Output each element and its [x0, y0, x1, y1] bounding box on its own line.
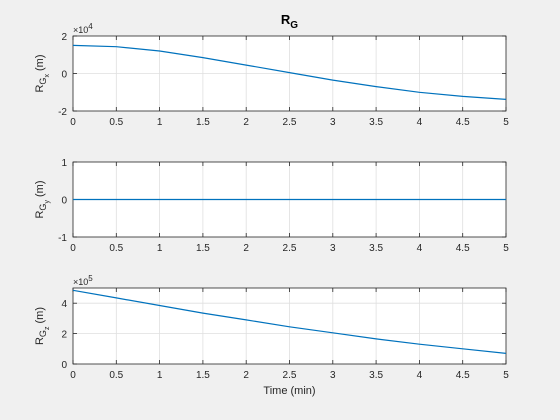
x-tick-label: 2.5	[283, 117, 297, 128]
y-tick-label: 1	[61, 158, 67, 169]
x-tick-label: 1.5	[196, 370, 210, 381]
series-line	[72, 44, 507, 100]
y-axis-label-subsub: x	[44, 74, 51, 78]
x-tick-label: 2	[243, 243, 249, 254]
x-tick-label: 3.5	[369, 243, 383, 254]
series-line	[72, 289, 507, 354]
x-tick-label: 1.5	[196, 243, 210, 254]
x-tick-label: 5	[503, 243, 509, 254]
y-axis-label-main: R	[34, 85, 46, 93]
x-tick-label: 4	[417, 243, 423, 254]
x-tick-label: 0.5	[109, 370, 123, 381]
chart-title-main: R	[281, 12, 291, 27]
x-tick-label: 1	[157, 243, 163, 254]
x-tick-label: 2	[243, 370, 249, 381]
axis-exponent-power: 4	[88, 22, 93, 31]
x-tick-label: 5	[503, 370, 509, 381]
y-axis-label-unit: (m)	[34, 54, 46, 74]
x-tick-label: 2.5	[283, 243, 297, 254]
y-axis-label: RGz (m)	[34, 307, 51, 345]
y-axis-label: RGx (m)	[34, 54, 51, 92]
x-tick-label: 0.5	[109, 117, 123, 128]
x-tick-label: 3	[330, 117, 336, 128]
x-tick-label: 1	[157, 117, 163, 128]
y-tick-label: 2	[61, 330, 67, 341]
y-axis-label-subsub: y	[44, 200, 51, 204]
y-axis-label-unit: (m)	[34, 307, 46, 327]
y-axis-label-main: R	[34, 211, 46, 219]
x-tick-label: 0	[70, 243, 76, 254]
x-tick-label: 4.5	[456, 117, 470, 128]
y-tick-label: -2	[58, 107, 67, 118]
x-tick-label: 0	[70, 370, 76, 381]
y-axis-label-sub: G	[38, 78, 48, 85]
y-axis-label-sub: G	[38, 204, 48, 211]
axis-exponent-label: ×104	[73, 22, 93, 35]
y-axis-label-sub: G	[38, 330, 48, 337]
x-tick-label: 3.5	[369, 117, 383, 128]
x-axis-label: Time (min)	[263, 385, 315, 397]
y-tick-label: 0	[61, 196, 67, 207]
y-tick-label: 0	[61, 70, 67, 81]
x-tick-label: 2.5	[283, 370, 297, 381]
axis-exponent-power: 5	[88, 274, 93, 283]
x-tick-label: 2	[243, 117, 249, 128]
x-tick-label: 4	[417, 117, 423, 128]
x-tick-label: 1.5	[196, 117, 210, 128]
y-tick-label: -1	[58, 233, 67, 244]
x-tick-label: 1	[157, 370, 163, 381]
x-tick-label: 4	[417, 370, 423, 381]
x-tick-label: 4.5	[456, 243, 470, 254]
subplot-3: 0 0.5 1 1.5 2 2.5 3 3.5 4 4.5 5 0 2 4 ×105 RGz (m) Time …	[34, 274, 509, 397]
chart-title: RG	[281, 12, 298, 31]
axis-exponent-label: ×105	[73, 274, 93, 287]
x-tick-label: 5	[503, 117, 509, 128]
x-tick-label: 3	[330, 243, 336, 254]
y-axis-label: RGy (m)	[34, 180, 51, 218]
y-axis-label-unit: (m)	[34, 180, 46, 200]
y-axis-label-subsub: z	[44, 326, 51, 330]
y-tick-label: 2	[61, 32, 67, 43]
y-axis-label-main: R	[34, 337, 46, 345]
chart-title-sub: G	[290, 20, 298, 31]
x-tick-label: 3	[330, 370, 336, 381]
x-tick-label: 3.5	[369, 370, 383, 381]
x-tick-label: 4.5	[456, 370, 470, 381]
x-tick-label: 0.5	[109, 243, 123, 254]
y-tick-label: 4	[61, 299, 67, 310]
x-tick-label: 0	[70, 117, 76, 128]
y-tick-label: 0	[61, 360, 67, 371]
